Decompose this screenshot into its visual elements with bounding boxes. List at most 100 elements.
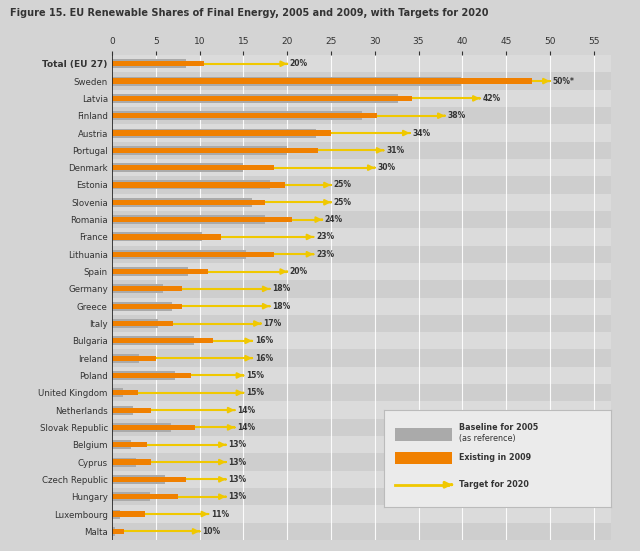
Text: 20%: 20%: [290, 267, 308, 276]
Bar: [112, 367, 611, 384]
Bar: [112, 269, 209, 274]
Bar: [112, 61, 204, 66]
Text: 42%: 42%: [483, 94, 500, 103]
Bar: [112, 193, 611, 211]
Bar: [112, 96, 412, 101]
Bar: [112, 159, 611, 176]
Text: 11%: 11%: [211, 510, 229, 518]
Bar: [112, 419, 611, 436]
Bar: [112, 298, 611, 315]
Bar: [112, 148, 318, 153]
Text: 24%: 24%: [325, 215, 343, 224]
Bar: [112, 511, 145, 517]
Bar: [112, 128, 316, 138]
Bar: [112, 354, 139, 363]
Bar: [112, 373, 191, 378]
Bar: [112, 77, 461, 85]
Text: 18%: 18%: [272, 302, 291, 311]
Bar: [112, 182, 285, 187]
Text: 15%: 15%: [246, 388, 264, 397]
Bar: [112, 384, 611, 402]
Bar: [112, 355, 156, 361]
Bar: [112, 402, 611, 419]
Bar: [112, 510, 120, 518]
Bar: [112, 199, 265, 205]
Bar: [112, 246, 611, 263]
Text: Baseline for 2005: Baseline for 2005: [459, 423, 538, 433]
Bar: [112, 94, 397, 103]
Text: 14%: 14%: [237, 423, 255, 432]
Bar: [112, 215, 265, 224]
Text: Figure 15. EU Renewable Shares of Final Energy, 2005 and 2009, with Targets for : Figure 15. EU Renewable Shares of Final …: [10, 8, 488, 18]
Bar: [112, 113, 378, 118]
Text: 13%: 13%: [228, 492, 246, 501]
Bar: [396, 452, 452, 463]
Bar: [112, 304, 182, 309]
Bar: [112, 163, 243, 172]
Bar: [112, 111, 362, 120]
Bar: [112, 55, 611, 72]
Bar: [112, 234, 221, 240]
Bar: [112, 336, 195, 345]
Bar: [112, 250, 246, 259]
Bar: [112, 146, 287, 155]
Bar: [112, 267, 188, 276]
Bar: [112, 406, 133, 414]
Bar: [112, 349, 611, 367]
Bar: [112, 211, 611, 228]
Bar: [112, 198, 252, 207]
Text: 14%: 14%: [237, 406, 255, 414]
Text: 31%: 31%: [386, 146, 404, 155]
Bar: [112, 107, 611, 125]
Bar: [112, 315, 611, 332]
Bar: [112, 440, 131, 449]
Bar: [112, 90, 611, 107]
Bar: [112, 287, 182, 291]
Bar: [112, 442, 147, 447]
Bar: [112, 131, 331, 136]
Bar: [112, 471, 611, 488]
Bar: [112, 436, 611, 453]
Bar: [112, 181, 269, 190]
Text: Target for 2020: Target for 2020: [459, 480, 529, 489]
Text: 15%: 15%: [246, 371, 264, 380]
Text: 13%: 13%: [228, 475, 246, 484]
Bar: [112, 523, 611, 540]
Text: 20%: 20%: [290, 60, 308, 68]
Text: 25%: 25%: [333, 181, 351, 190]
Bar: [112, 332, 611, 349]
Bar: [112, 165, 274, 170]
Text: 13%: 13%: [228, 440, 246, 449]
Bar: [112, 319, 157, 328]
Bar: [112, 284, 163, 293]
Bar: [112, 60, 186, 68]
Bar: [112, 176, 611, 193]
Text: 18%: 18%: [272, 284, 291, 293]
Bar: [112, 233, 202, 241]
Bar: [112, 529, 124, 534]
Text: Existing in 2009: Existing in 2009: [459, 453, 531, 462]
Text: 10%: 10%: [202, 527, 220, 536]
Bar: [112, 460, 152, 464]
Text: 34%: 34%: [412, 128, 431, 138]
Bar: [112, 425, 195, 430]
Bar: [112, 475, 165, 484]
Bar: [112, 492, 150, 501]
Text: (as reference): (as reference): [459, 434, 516, 443]
Bar: [112, 408, 152, 413]
Bar: [112, 142, 611, 159]
Bar: [112, 494, 178, 499]
Bar: [112, 228, 611, 246]
Bar: [112, 371, 175, 380]
Bar: [112, 477, 186, 482]
Bar: [112, 457, 136, 467]
Text: 17%: 17%: [264, 319, 282, 328]
Bar: [112, 125, 611, 142]
Bar: [112, 390, 138, 396]
Bar: [112, 252, 274, 257]
Bar: [112, 217, 292, 222]
Bar: [112, 302, 172, 311]
Text: 38%: 38%: [447, 111, 466, 120]
Text: 23%: 23%: [316, 250, 334, 259]
Text: 30%: 30%: [378, 163, 396, 172]
